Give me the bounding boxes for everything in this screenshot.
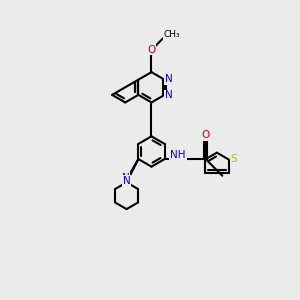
Text: O: O (147, 45, 156, 55)
Text: CH₃: CH₃ (164, 30, 181, 39)
Text: S: S (231, 154, 237, 164)
Text: NH: NH (170, 151, 186, 160)
Text: N: N (165, 91, 172, 100)
Text: N: N (122, 173, 129, 183)
Text: O: O (202, 130, 210, 140)
Text: N: N (123, 176, 130, 186)
Text: N: N (165, 74, 172, 84)
